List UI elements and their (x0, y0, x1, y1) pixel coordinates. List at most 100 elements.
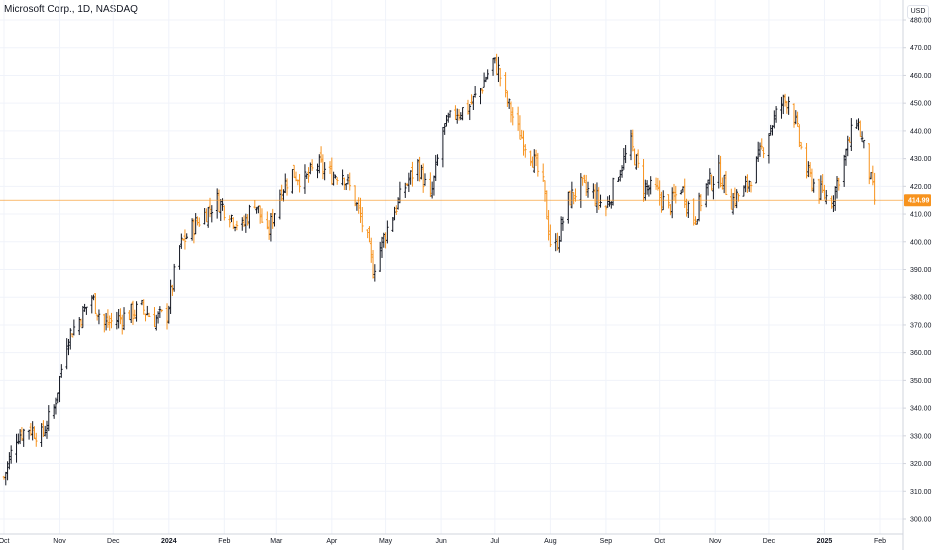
ohlc-bar (334, 174, 337, 179)
ohlc-bar (208, 197, 212, 218)
ohlc-bar (473, 86, 477, 98)
ohlc-bar (31, 421, 34, 441)
time-tick-label: Aug (544, 538, 557, 545)
ohlc-bar (341, 169, 344, 186)
ohlc-bar (436, 154, 439, 166)
time-tick-label: Sep (600, 538, 613, 545)
ohlc-bar (269, 213, 273, 242)
price-tick-label: 300.00 (910, 517, 932, 524)
ohlc-bar (747, 180, 751, 192)
ohlc-bar (810, 168, 814, 192)
ohlc-bar (867, 143, 871, 185)
ohlc-bar (253, 200, 257, 209)
ohlc-bar (79, 318, 83, 328)
ohlc-bar (380, 236, 384, 258)
ohlc-bar (547, 210, 550, 241)
price-axis[interactable]: 300.00 310.00 320.00 330.00 340.00 350.00 360.… (903, 18, 932, 524)
ohlc-bar (54, 397, 58, 415)
ohlc-bar (454, 105, 457, 120)
time-tick-label: Nov (53, 538, 66, 545)
ohlc-bar (194, 213, 197, 235)
ohlc-bar (556, 232, 559, 251)
ohlc-bar (335, 177, 339, 185)
ohlc-bar (617, 177, 620, 182)
ohlc-bar (622, 148, 626, 170)
ohlc-bar (660, 191, 663, 213)
ohlc-bar (60, 364, 63, 378)
ohlc-bar (85, 306, 88, 315)
ohlc-bar (479, 87, 482, 105)
ohlc-bar (495, 53, 498, 76)
ohlc-bar (679, 190, 683, 195)
ohlc-bar (833, 186, 837, 211)
ohlc-bar (248, 204, 251, 229)
time-tick-label: Dec (763, 538, 776, 545)
ohlc-bar (429, 172, 432, 197)
ohlc-bar (183, 229, 187, 250)
ohlc-bar (393, 206, 396, 221)
ohlc-bar (83, 303, 86, 312)
ohlc-bar (484, 76, 488, 83)
ohlc-bar (382, 232, 386, 248)
ohlc-bar (430, 181, 434, 199)
ohlc-bar (192, 218, 196, 244)
ohlc-bar (215, 188, 219, 219)
ohlc-bar (172, 263, 176, 292)
ohlc-bar (584, 174, 588, 196)
ohlc-bar (608, 195, 611, 207)
ohlc-bar (165, 303, 169, 330)
ohlc-bar (721, 177, 724, 190)
ohlc-bar (230, 214, 233, 223)
ohlc-bar (710, 174, 713, 191)
ohlc-bar (280, 184, 283, 201)
ohlc-bar (516, 106, 520, 131)
ohlc-bar (81, 305, 85, 329)
price-tick-label: 480.00 (910, 18, 932, 25)
ohlc-bar (837, 177, 841, 191)
ohlc-bar (595, 182, 599, 213)
ohlc-bar (694, 216, 697, 226)
ohlc-bar (119, 308, 122, 325)
ohlc-bar (699, 194, 703, 212)
ohlc-bar (203, 208, 206, 225)
ohlc-bar (217, 189, 221, 213)
ohlc-bar (559, 216, 563, 242)
ohlc-bar (486, 69, 489, 80)
ohlc-bar (769, 124, 773, 136)
ohlc-bar (755, 156, 758, 184)
exchange-label: NASDAQ (95, 4, 138, 15)
ohlc-bar (674, 185, 678, 204)
ohlc-bar (292, 164, 296, 179)
price-tick-label: 330.00 (910, 433, 932, 440)
ohlc-bar (708, 168, 712, 185)
ohlc-bar (470, 94, 473, 105)
currency-button[interactable]: USD (907, 5, 929, 19)
time-axis[interactable]: Oct Nov Dec 2024 Feb Mar Apr May Jun Jul Aug Sep Oct… (0, 538, 886, 545)
ohlc-bar (824, 189, 828, 205)
ohlc-bar (142, 299, 146, 315)
ohlc-bar (611, 177, 615, 206)
ohlc-bar (842, 154, 846, 187)
ohlc-bar (593, 184, 597, 207)
ohlc-bar (153, 307, 156, 328)
ohlc-bar (273, 213, 276, 227)
ohlc-bar (645, 180, 649, 195)
ohlc-bar (115, 311, 119, 330)
ohlc-bar (68, 328, 72, 350)
ohlc-bar (531, 156, 534, 168)
ohlc-bar (534, 149, 538, 167)
ohlc-bar (310, 159, 314, 171)
ohlc-bar (493, 57, 497, 64)
ohlc-bar (618, 169, 622, 182)
ohlc-bar (744, 175, 747, 193)
grid (0, 0, 903, 534)
ohlc-bar (52, 404, 56, 419)
ohlc-bar (190, 218, 194, 241)
ohlc-bar (604, 205, 608, 217)
ohlc-bar (497, 56, 500, 83)
time-tick-label: May (379, 538, 393, 545)
price-tick-label: 440.00 (910, 128, 932, 135)
ohlc-bar (294, 171, 298, 182)
ohlc-bar (545, 190, 549, 220)
